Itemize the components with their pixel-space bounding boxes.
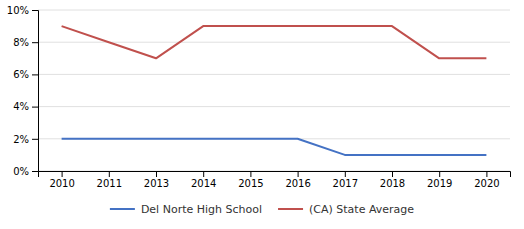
x-axis: 2010 2011 2013 2014 2015 2016 2017 2018 2019 2020 xyxy=(39,171,511,189)
x-tick-label: 2015 xyxy=(238,178,263,189)
x-tick-mark xyxy=(298,171,299,177)
x-tick: 2019 xyxy=(427,171,452,189)
x-tick-mark xyxy=(439,171,440,177)
y-tick: 8% xyxy=(13,37,38,48)
y-tick-label: 8% xyxy=(13,37,29,48)
y-tick: 10% xyxy=(7,5,38,16)
x-tick-label: 2011 xyxy=(97,178,122,189)
y-tick: 2% xyxy=(13,134,38,145)
series-line xyxy=(62,26,487,58)
y-tick-mark xyxy=(32,171,38,172)
x-tick-mark xyxy=(250,171,251,177)
y-tick-label: 4% xyxy=(13,101,29,112)
y-tick-mark xyxy=(32,139,38,140)
x-tick: 2017 xyxy=(333,171,358,189)
x-tick-label: 2017 xyxy=(333,178,358,189)
y-tick: 6% xyxy=(13,69,38,80)
x-tick: 2020 xyxy=(474,171,499,189)
x-tick-label: 2019 xyxy=(427,178,452,189)
grid-line xyxy=(38,74,510,75)
y-tick-mark xyxy=(32,10,38,11)
y-axis-line xyxy=(32,11,39,172)
x-tick: 2013 xyxy=(144,171,169,189)
legend-swatch xyxy=(278,208,303,210)
y-tick-mark xyxy=(32,107,38,108)
y-tick-label: 6% xyxy=(13,69,29,80)
x-tick: 2015 xyxy=(238,171,263,189)
y-tick: 4% xyxy=(13,101,38,112)
legend-label: (CA) State Average xyxy=(309,203,414,216)
y-tick-mark xyxy=(32,42,38,43)
legend-swatch xyxy=(110,208,135,210)
x-tick: 2011 xyxy=(97,171,122,189)
plot: 0%2%4%6%8%10%201020112013201420152016201… xyxy=(7,5,511,189)
x-tick-label: 2014 xyxy=(191,178,216,189)
x-tick: 2014 xyxy=(191,171,216,189)
x-tick-label: 2020 xyxy=(474,178,499,189)
x-tick: 2016 xyxy=(285,171,310,189)
legend-item: (CA) State Average xyxy=(278,203,414,216)
grid xyxy=(38,10,510,171)
x-tick-mark xyxy=(156,171,157,177)
legend: Del Norte High School (CA) State Average xyxy=(110,203,414,216)
x-tick-mark xyxy=(345,171,346,177)
x-tick-label: 2016 xyxy=(285,178,310,189)
x-tick-mark xyxy=(109,171,110,177)
chart: 0%2%4%6%8%10%201020112013201420152016201… xyxy=(0,0,524,229)
series-line xyxy=(62,139,487,155)
x-tick-mark xyxy=(62,171,63,177)
legend-label: Del Norte High School xyxy=(141,203,262,216)
grid-line xyxy=(38,10,510,11)
x-tick-label: 2018 xyxy=(380,178,405,189)
x-tick-mark xyxy=(486,171,487,177)
x-axis-line xyxy=(39,172,511,178)
x-tick: 2010 xyxy=(49,171,74,189)
legend-item: Del Norte High School xyxy=(110,203,262,216)
y-tick: 0% xyxy=(13,166,38,177)
series-group xyxy=(62,26,487,155)
x-tick-mark xyxy=(392,171,393,177)
y-axis: 0% 2% 4% 6% 8% 10% xyxy=(7,5,39,177)
y-tick-label: 0% xyxy=(13,166,29,177)
x-tick-mark xyxy=(203,171,204,177)
x-tick: 2018 xyxy=(380,171,405,189)
y-tick-label: 2% xyxy=(13,134,29,145)
x-tick-label: 2010 xyxy=(49,178,74,189)
x-tick-label: 2013 xyxy=(144,178,169,189)
y-tick-label: 10% xyxy=(7,5,29,16)
y-tick-mark xyxy=(32,74,38,75)
grid-line xyxy=(38,106,510,107)
